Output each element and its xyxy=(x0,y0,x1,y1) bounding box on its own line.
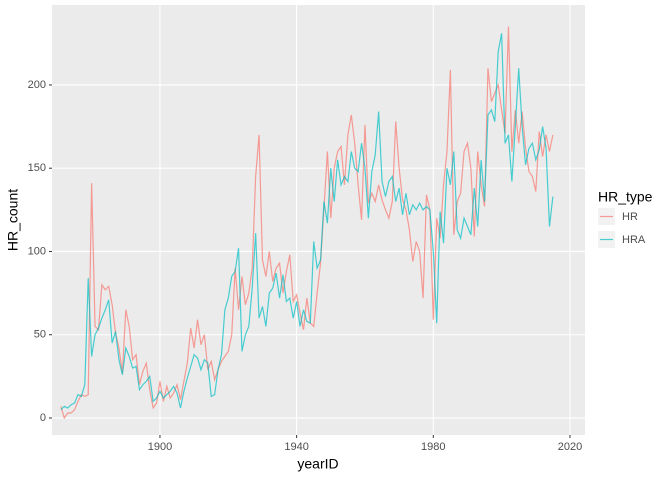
series-line xyxy=(60,33,554,411)
panel xyxy=(52,5,585,435)
y-axis-title: HR_count xyxy=(5,189,21,251)
x-tick-label: 2020 xyxy=(558,441,582,453)
y-tick-label: 100 xyxy=(28,245,46,257)
x-tick-label: 1900 xyxy=(148,441,172,453)
legend-label: HRA xyxy=(622,234,646,246)
x-axis-title: yearID xyxy=(297,456,338,472)
legend-title: HR_type xyxy=(598,189,653,205)
y-tick-label: 200 xyxy=(28,79,46,91)
legend-label: HR xyxy=(622,211,638,223)
series-line xyxy=(60,26,554,420)
y-tick-label: 150 xyxy=(28,162,46,174)
y-tick-label: 0 xyxy=(40,412,46,424)
x-tick-label: 1940 xyxy=(284,441,308,453)
y-tick-label: 50 xyxy=(34,329,46,341)
x-tick-label: 1980 xyxy=(421,441,445,453)
